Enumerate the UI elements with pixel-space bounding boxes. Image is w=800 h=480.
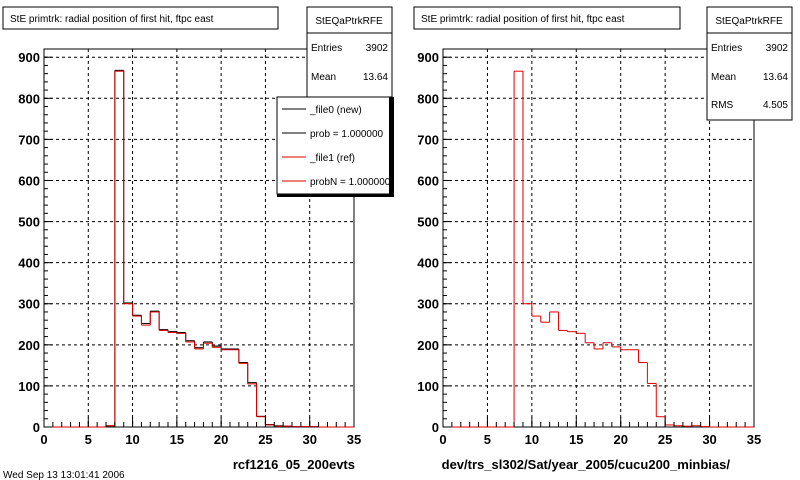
- right-stats-mean-label: Mean: [711, 72, 736, 83]
- right-stats-mean: 13.64: [763, 72, 788, 83]
- legend-item: prob = 1.000000: [282, 129, 384, 140]
- left-title: StE primtrk: radial position of first hi…: [10, 14, 214, 25]
- legend: _file0 (new) prob = 1.000000 _file1 (ref) p…: [276, 96, 394, 197]
- y-tick-label: 900: [18, 50, 40, 65]
- legend-label: _file0 (new): [309, 105, 362, 116]
- right-stats-rms-label: RMS: [711, 100, 734, 111]
- footer-timestamp: Wed Sep 13 13:01:41 2006: [3, 470, 125, 480]
- y-tick-label: 200: [18, 338, 40, 353]
- x-tick-label: 20: [214, 432, 228, 447]
- legend-item: _file1 (ref): [282, 153, 355, 164]
- left-stats-name: StEQaPtrkRFE: [315, 16, 383, 27]
- x-tick-label: 10: [125, 432, 139, 447]
- x-tick-label: 0: [40, 432, 47, 447]
- x-tick-label: 30: [302, 432, 316, 447]
- left-histograms: [44, 69, 354, 428]
- right-stats-name: StEQaPtrkRFE: [715, 16, 783, 27]
- left-x-axis: 0 5 10 15 20 25 30 35: [40, 417, 361, 447]
- right-title: StE primtrk: radial position of first hi…: [421, 14, 625, 25]
- y-tick-label: 700: [417, 132, 439, 147]
- y-tick-label: 400: [18, 256, 40, 271]
- histogram-series-1: [44, 70, 354, 428]
- x-tick-label: 20: [613, 432, 627, 447]
- y-tick-label: 100: [417, 379, 439, 394]
- right-y-axis: 0 100 200 300 400 500 600 700 800 900: [417, 48, 451, 435]
- legend-label: probN = 1.000000: [310, 177, 391, 188]
- right-frame: [442, 48, 755, 428]
- x-tick-label: 5: [85, 432, 92, 447]
- y-tick-label: 0: [432, 420, 439, 435]
- right-stats-rms: 4.505: [763, 100, 788, 111]
- x-tick-label: 35: [747, 432, 761, 447]
- left-x-axis-label: rcf1216_05_200evts: [233, 457, 355, 472]
- y-tick-label: 200: [417, 338, 439, 353]
- x-tick-label: 0: [439, 432, 446, 447]
- left-y-axis: 0 100 200 300 400 500 600 700 800 900: [18, 48, 52, 435]
- y-tick-label: 800: [417, 91, 439, 106]
- right-title-box: StE primtrk: radial position of first hi…: [413, 6, 681, 30]
- legend-item: probN = 1.000000: [282, 177, 391, 188]
- right-x-axis: 0 5 10 15 20 25 30 35: [439, 417, 761, 447]
- x-tick-label: 15: [170, 432, 184, 447]
- right-stats-entries-label: Entries: [711, 43, 742, 54]
- left-histogram-panel: StE primtrk: radial position of first hi…: [2, 6, 394, 480]
- y-tick-label: 700: [18, 132, 40, 147]
- right-x-axis-label: dev/trs_sl302/Sat/year_2005/cucu200_minb…: [442, 457, 731, 472]
- y-tick-label: 500: [18, 215, 40, 230]
- left-title-box: StE primtrk: radial position of first hi…: [2, 6, 279, 30]
- y-tick-label: 400: [417, 256, 439, 271]
- y-tick-label: 300: [417, 297, 439, 312]
- histogram-series-0: [443, 70, 754, 428]
- left-stats-mean: 13.64: [363, 72, 388, 83]
- x-tick-label: 15: [569, 432, 583, 447]
- y-tick-label: 900: [417, 50, 439, 65]
- y-tick-label: 800: [18, 91, 40, 106]
- right-stats-box: StEQaPtrkRFE Entries 3902 Mean 13.64 RMS…: [706, 6, 793, 121]
- left-stats-mean-label: Mean: [311, 72, 336, 83]
- left-stats-entries: 3902: [366, 43, 389, 54]
- y-tick-label: 100: [18, 379, 40, 394]
- y-tick-label: 600: [417, 173, 439, 188]
- x-tick-label: 25: [658, 432, 672, 447]
- right-histograms: [443, 70, 754, 428]
- x-tick-label: 30: [702, 432, 716, 447]
- x-tick-label: 35: [347, 432, 361, 447]
- right-histogram-panel: StE primtrk: radial position of first hi…: [413, 6, 793, 472]
- legend-label: prob = 1.000000: [310, 129, 384, 140]
- y-tick-label: 600: [18, 173, 40, 188]
- left-stats-entries-label: Entries: [311, 43, 342, 54]
- legend-label: _file1 (ref): [309, 153, 355, 164]
- y-tick-label: 500: [417, 215, 439, 230]
- legend-item: _file0 (new): [282, 105, 362, 116]
- x-tick-label: 25: [258, 432, 272, 447]
- x-tick-label: 5: [484, 432, 491, 447]
- right-stats-entries: 3902: [766, 43, 789, 54]
- y-tick-label: 0: [33, 420, 40, 435]
- x-tick-label: 10: [525, 432, 539, 447]
- y-tick-label: 300: [18, 297, 40, 312]
